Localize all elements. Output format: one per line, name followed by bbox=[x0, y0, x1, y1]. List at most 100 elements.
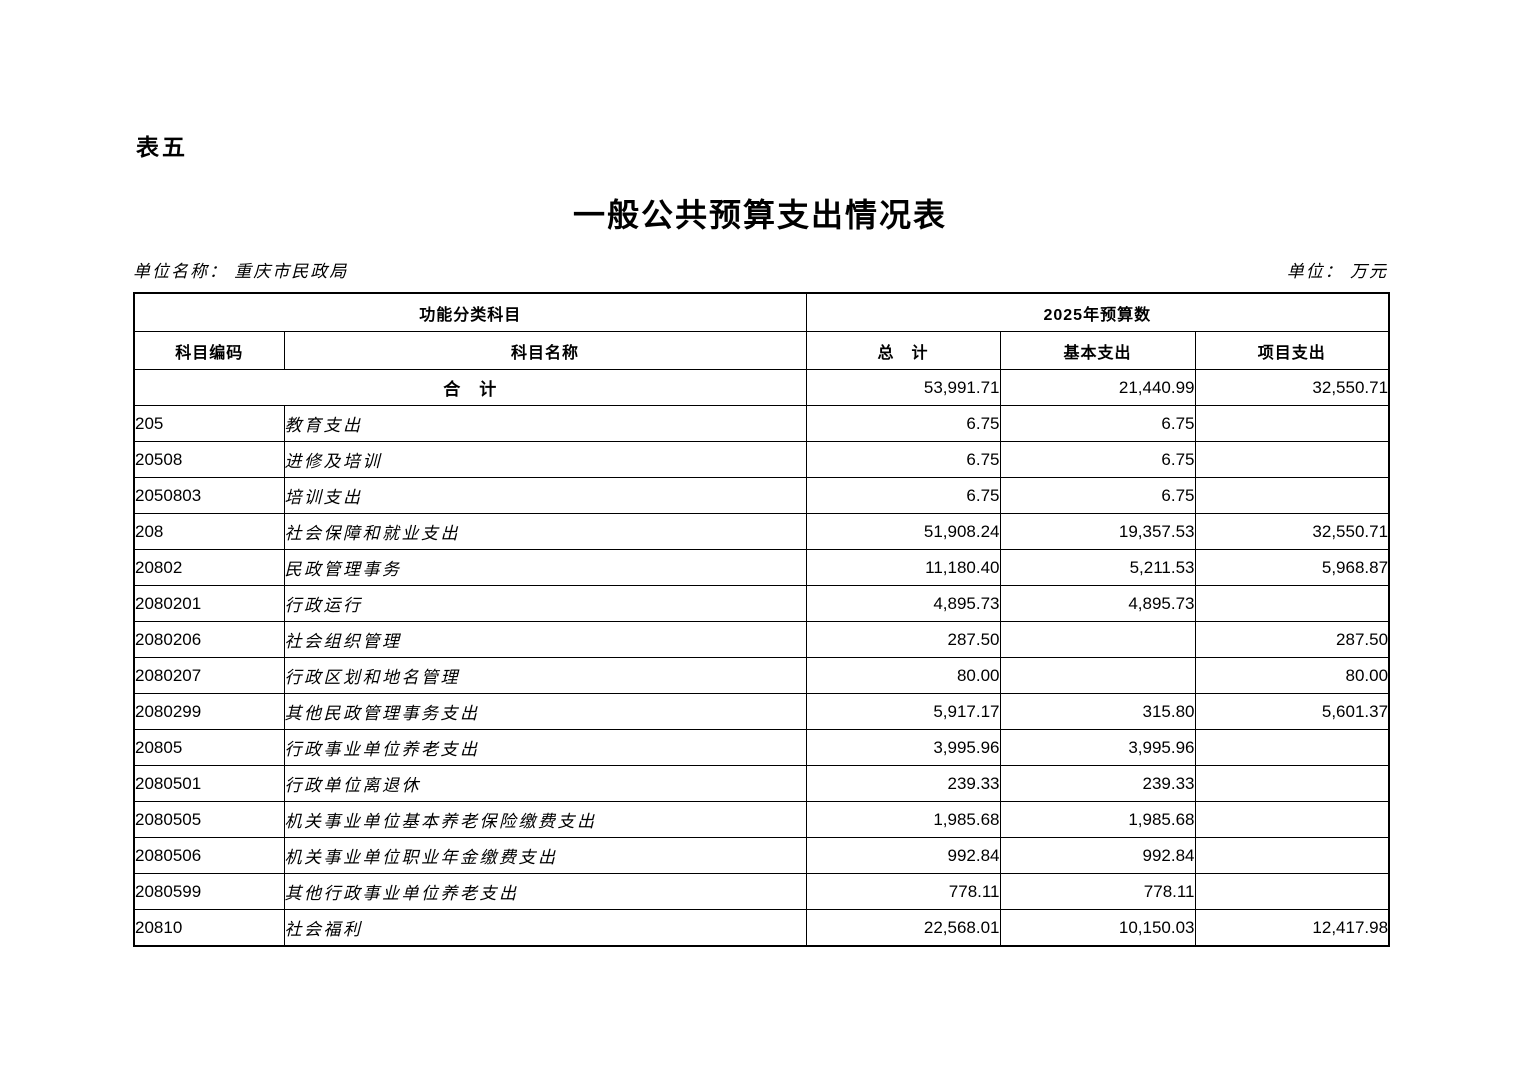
cell-total: 1,985.68 bbox=[805, 801, 1001, 838]
cell-basic: 6.75 bbox=[999, 441, 1196, 478]
cell-code: 2080206 bbox=[133, 621, 285, 658]
header-subject-code: 科目编码 bbox=[133, 331, 285, 370]
table-row: 20805 行政事业单位养老支出 3,995.96 3,995.96 bbox=[133, 729, 1390, 766]
header-basic-expenditure: 基本支出 bbox=[999, 331, 1196, 370]
table-body: 合 计 53,991.71 21,440.99 32,550.71 205 教育支出 6.7… bbox=[133, 369, 1390, 947]
cell-name: 社会保障和就业支出 bbox=[283, 513, 807, 550]
cell-code: 2080207 bbox=[133, 657, 285, 694]
cell-basic: 6.75 bbox=[999, 405, 1196, 442]
table-row: 2080505 机关事业单位基本养老保险缴费支出 1,985.68 1,985.68 bbox=[133, 801, 1390, 838]
cell-project: 12,417.98 bbox=[1194, 909, 1390, 947]
cell-total-label: 合 计 bbox=[133, 369, 807, 406]
table-row: 20508 进修及培训 6.75 6.75 bbox=[133, 441, 1390, 478]
budget-table: 功能分类科目 2025年预算数 科目编码 科目名称 总 计 基本支出 项目支出 … bbox=[133, 292, 1391, 947]
cell-total: 51,908.24 bbox=[805, 513, 1001, 550]
cell-basic: 3,995.96 bbox=[999, 729, 1196, 766]
cell-name: 行政事业单位养老支出 bbox=[283, 729, 807, 766]
table-row: 2080206 社会组织管理 287.50 287.50 bbox=[133, 621, 1390, 658]
cell-code: 2080506 bbox=[133, 837, 285, 874]
cell-basic: 19,357.53 bbox=[999, 513, 1196, 550]
cell-code: 208 bbox=[133, 513, 285, 550]
total-row: 合 计 53,991.71 21,440.99 32,550.71 bbox=[133, 369, 1390, 406]
table-row: 2080207 行政区划和地名管理 80.00 80.00 bbox=[133, 657, 1390, 694]
cell-name: 培训支出 bbox=[283, 477, 807, 514]
cell-basic: 21,440.99 bbox=[999, 369, 1196, 406]
header-project-expenditure: 项目支出 bbox=[1194, 331, 1390, 370]
cell-total: 239.33 bbox=[805, 765, 1001, 802]
cell-basic: 10,150.03 bbox=[999, 909, 1196, 947]
cell-code: 2080501 bbox=[133, 765, 285, 802]
cell-total: 6.75 bbox=[805, 477, 1001, 514]
cell-code: 2080201 bbox=[133, 585, 285, 622]
cell-code: 2080599 bbox=[133, 873, 285, 910]
cell-project bbox=[1194, 837, 1390, 874]
table-row: 205 教育支出 6.75 6.75 bbox=[133, 405, 1390, 442]
cell-project bbox=[1194, 477, 1390, 514]
cell-project bbox=[1194, 585, 1390, 622]
cell-project: 80.00 bbox=[1194, 657, 1390, 694]
cell-total: 11,180.40 bbox=[805, 549, 1001, 586]
table-header: 功能分类科目 2025年预算数 科目编码 科目名称 总 计 基本支出 项目支出 bbox=[133, 292, 1390, 370]
cell-total: 287.50 bbox=[805, 621, 1001, 658]
cell-name: 行政运行 bbox=[283, 585, 807, 622]
header-subject-name: 科目名称 bbox=[283, 331, 807, 370]
cell-project: 32,550.71 bbox=[1194, 513, 1390, 550]
cell-basic: 6.75 bbox=[999, 477, 1196, 514]
table-row: 2080501 行政单位离退休 239.33 239.33 bbox=[133, 765, 1390, 802]
cell-name: 其他行政事业单位养老支出 bbox=[283, 873, 807, 910]
cell-basic: 778.11 bbox=[999, 873, 1196, 910]
cell-total: 80.00 bbox=[805, 657, 1001, 694]
cell-name: 其他民政管理事务支出 bbox=[283, 693, 807, 730]
cell-total: 778.11 bbox=[805, 873, 1001, 910]
cell-project: 287.50 bbox=[1194, 621, 1390, 658]
cell-code: 2080299 bbox=[133, 693, 285, 730]
sheet-label: 表五 bbox=[136, 134, 188, 160]
cell-project: 5,968.87 bbox=[1194, 549, 1390, 586]
table-row: 20810 社会福利 22,568.01 10,150.03 12,417.98 bbox=[133, 909, 1390, 947]
cell-code: 205 bbox=[133, 405, 285, 442]
page-title: 一般公共预算支出情况表 bbox=[572, 197, 947, 233]
cell-basic bbox=[999, 657, 1196, 694]
cell-name: 机关事业单位基本养老保险缴费支出 bbox=[283, 801, 807, 838]
table-row: 2080201 行政运行 4,895.73 4,895.73 bbox=[133, 585, 1390, 622]
cell-name: 社会组织管理 bbox=[283, 621, 807, 658]
cell-total: 5,917.17 bbox=[805, 693, 1001, 730]
header-total: 总 计 bbox=[805, 331, 1001, 370]
cell-basic: 5,211.53 bbox=[999, 549, 1196, 586]
cell-basic: 239.33 bbox=[999, 765, 1196, 802]
cell-code: 2080505 bbox=[133, 801, 285, 838]
cell-name: 机关事业单位职业年金缴费支出 bbox=[283, 837, 807, 874]
unit-name-label: 单位名称： 重庆市民政局 bbox=[133, 262, 349, 281]
cell-basic: 992.84 bbox=[999, 837, 1196, 874]
cell-basic: 315.80 bbox=[999, 693, 1196, 730]
cell-basic bbox=[999, 621, 1196, 658]
cell-name: 社会福利 bbox=[283, 909, 807, 947]
cell-project bbox=[1194, 729, 1390, 766]
cell-project bbox=[1194, 801, 1390, 838]
table-row: 2080506 机关事业单位职业年金缴费支出 992.84 992.84 bbox=[133, 837, 1390, 874]
header-functional-classification: 功能分类科目 bbox=[133, 292, 807, 332]
cell-total: 6.75 bbox=[805, 441, 1001, 478]
cell-project bbox=[1194, 405, 1390, 442]
meta-row: 单位名称： 重庆市民政局 单位： 万元 bbox=[133, 257, 1388, 282]
header-columns-row: 科目编码 科目名称 总 计 基本支出 项目支出 bbox=[133, 331, 1390, 370]
header-group-row: 功能分类科目 2025年预算数 bbox=[133, 292, 1390, 332]
cell-total: 53,991.71 bbox=[805, 369, 1001, 406]
cell-name: 行政区划和地名管理 bbox=[283, 657, 807, 694]
cell-total: 4,895.73 bbox=[805, 585, 1001, 622]
cell-name: 教育支出 bbox=[283, 405, 807, 442]
table-row: 2050803 培训支出 6.75 6.75 bbox=[133, 477, 1390, 514]
cell-code: 20802 bbox=[133, 549, 285, 586]
table-row: 208 社会保障和就业支出 51,908.24 19,357.53 32,550.71 bbox=[133, 513, 1390, 550]
cell-basic: 4,895.73 bbox=[999, 585, 1196, 622]
table-row: 2080299 其他民政管理事务支出 5,917.17 315.80 5,601.37 bbox=[133, 693, 1390, 730]
cell-total: 3,995.96 bbox=[805, 729, 1001, 766]
unit-label: 单位： 万元 bbox=[1286, 262, 1388, 281]
cell-code: 20810 bbox=[133, 909, 285, 947]
cell-total: 22,568.01 bbox=[805, 909, 1001, 947]
cell-name: 行政单位离退休 bbox=[283, 765, 807, 802]
table-row: 2080599 其他行政事业单位养老支出 778.11 778.11 bbox=[133, 873, 1390, 910]
cell-project: 5,601.37 bbox=[1194, 693, 1390, 730]
cell-project: 32,550.71 bbox=[1194, 369, 1390, 406]
